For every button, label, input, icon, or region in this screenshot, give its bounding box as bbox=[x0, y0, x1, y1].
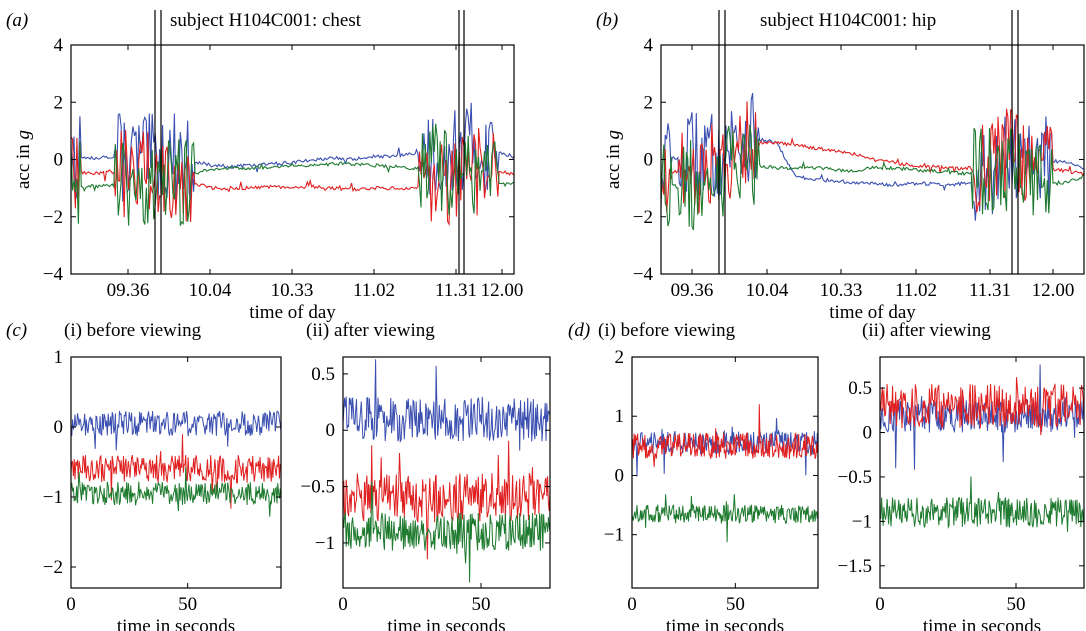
x-axis-label: time in seconds bbox=[923, 616, 1041, 631]
y-tick-label: −4 bbox=[43, 264, 64, 285]
panel-d-letter: (d) bbox=[568, 320, 590, 341]
x-tick-label: 50 bbox=[472, 594, 491, 615]
x-tick-label: 09.36 bbox=[671, 280, 714, 301]
plot-frame bbox=[342, 356, 551, 589]
x-tick-label: 0 bbox=[627, 594, 637, 615]
y-tick-label: −4 bbox=[633, 264, 654, 285]
chart-d_i: (i) before viewing time in seconds 2 1 0 −1 0 5… bbox=[598, 320, 819, 631]
x-tick-label: 50 bbox=[178, 594, 197, 615]
y-tick-label: −1 bbox=[852, 511, 872, 532]
y-tick-label: 4 bbox=[54, 35, 64, 56]
y-tick-label: −0.5 bbox=[301, 477, 335, 498]
x-tick-label: 0 bbox=[875, 594, 885, 615]
x-tick-label: 50 bbox=[1007, 594, 1026, 615]
chart-title: (i) before viewing bbox=[598, 320, 736, 341]
series-group bbox=[70, 102, 515, 227]
chart-title: (ii) after viewing bbox=[306, 320, 435, 341]
x-tick-label: 12.00 bbox=[481, 280, 524, 301]
x-axis-label: time of day bbox=[249, 302, 336, 323]
plot-frame bbox=[631, 356, 819, 589]
x-tick-label: 12.00 bbox=[1032, 280, 1075, 301]
y-tick-label: 0.5 bbox=[848, 378, 872, 399]
series-line bbox=[70, 467, 282, 517]
x-axis-label: time in seconds bbox=[117, 616, 235, 631]
series-line bbox=[70, 123, 515, 226]
chart-a: acc in g time of day 4 2 0 −2 −4 09.36 10.04 10.3… bbox=[13, 10, 523, 323]
x-tick-label: 10.04 bbox=[746, 280, 789, 301]
y-tick-label: 0 bbox=[54, 150, 64, 171]
series-line bbox=[660, 124, 1085, 231]
panel-a-letter: (a) bbox=[6, 10, 28, 31]
y-tick-label: 2 bbox=[644, 92, 654, 113]
x-tick-label: 11.02 bbox=[895, 280, 937, 301]
x-axis-label: time in seconds bbox=[666, 616, 784, 631]
series-line bbox=[70, 102, 515, 203]
y-tick-label: 1 bbox=[54, 347, 64, 368]
panel-a-title: subject H104C001: chest bbox=[170, 10, 362, 31]
series-line bbox=[631, 494, 819, 543]
series-line bbox=[879, 377, 1085, 436]
y-tick-label: −1 bbox=[604, 525, 624, 546]
series-line bbox=[342, 481, 551, 583]
y-axis-label: acc in g bbox=[603, 130, 624, 189]
y-tick-label: 1 bbox=[615, 406, 625, 427]
series-group bbox=[342, 359, 551, 583]
y-tick-label: 4 bbox=[644, 35, 654, 56]
x-tick-label: 0 bbox=[338, 594, 348, 615]
plot-frame bbox=[879, 356, 1085, 589]
x-tick-label: 10.33 bbox=[820, 280, 863, 301]
chart-c_ii: (ii) after viewing time in seconds 0.5 0 −0.… bbox=[301, 320, 551, 631]
series-group bbox=[70, 410, 282, 517]
x-tick-label: 10.04 bbox=[189, 280, 232, 301]
x-tick-label: 11.31 bbox=[435, 280, 477, 301]
x-tick-label: 11.02 bbox=[353, 280, 395, 301]
series-line bbox=[342, 359, 551, 451]
series-line bbox=[70, 434, 282, 509]
series-group bbox=[631, 404, 819, 543]
panel-c-letter: (c) bbox=[6, 320, 27, 341]
series-group bbox=[660, 92, 1085, 231]
x-tick-label: 11.31 bbox=[969, 280, 1011, 301]
y-tick-label: 0 bbox=[54, 417, 64, 438]
y-tick-label: 2 bbox=[54, 92, 64, 113]
y-tick-label: −2 bbox=[43, 207, 63, 228]
x-tick-label: 50 bbox=[726, 594, 745, 615]
series-group bbox=[879, 364, 1085, 532]
plot-frame bbox=[70, 356, 282, 589]
x-tick-label: 09.36 bbox=[107, 280, 150, 301]
y-tick-label: 0 bbox=[644, 150, 654, 171]
y-tick-label: 0 bbox=[615, 465, 625, 486]
x-axis-label: time in seconds bbox=[387, 616, 505, 631]
y-tick-label: −2 bbox=[633, 207, 653, 228]
chart-d_ii: (ii) after viewing time in seconds 0.5 0 −0.… bbox=[838, 320, 1085, 631]
series-line bbox=[631, 404, 819, 467]
chart-title: (i) before viewing bbox=[64, 320, 202, 341]
series-line bbox=[879, 476, 1085, 532]
y-tick-label: 0 bbox=[863, 423, 873, 444]
y-tick-label: −0.5 bbox=[838, 467, 872, 488]
chart-title: (ii) after viewing bbox=[862, 320, 991, 341]
y-tick-label: 0.5 bbox=[311, 364, 335, 385]
y-tick-label: −1.5 bbox=[838, 556, 872, 577]
y-axis-label: acc in g bbox=[13, 130, 34, 189]
panel-b-letter: (b) bbox=[596, 10, 618, 31]
x-tick-label: 0 bbox=[66, 594, 76, 615]
series-line bbox=[342, 440, 551, 560]
y-tick-label: 0 bbox=[326, 420, 336, 441]
panel-b-title: subject H104C001: hip bbox=[760, 10, 936, 31]
x-axis-label: time of day bbox=[829, 302, 916, 323]
series-line bbox=[70, 410, 282, 451]
y-tick-label: −2 bbox=[43, 557, 63, 578]
x-tick-label: 10.33 bbox=[271, 280, 314, 301]
y-tick-label: −1 bbox=[43, 487, 63, 508]
y-tick-label: −1 bbox=[315, 533, 335, 554]
y-tick-label: 2 bbox=[615, 347, 625, 368]
chart-b: acc in g time of day 4 2 0 −2 −4 09.36 10.04 10.3… bbox=[603, 10, 1085, 323]
